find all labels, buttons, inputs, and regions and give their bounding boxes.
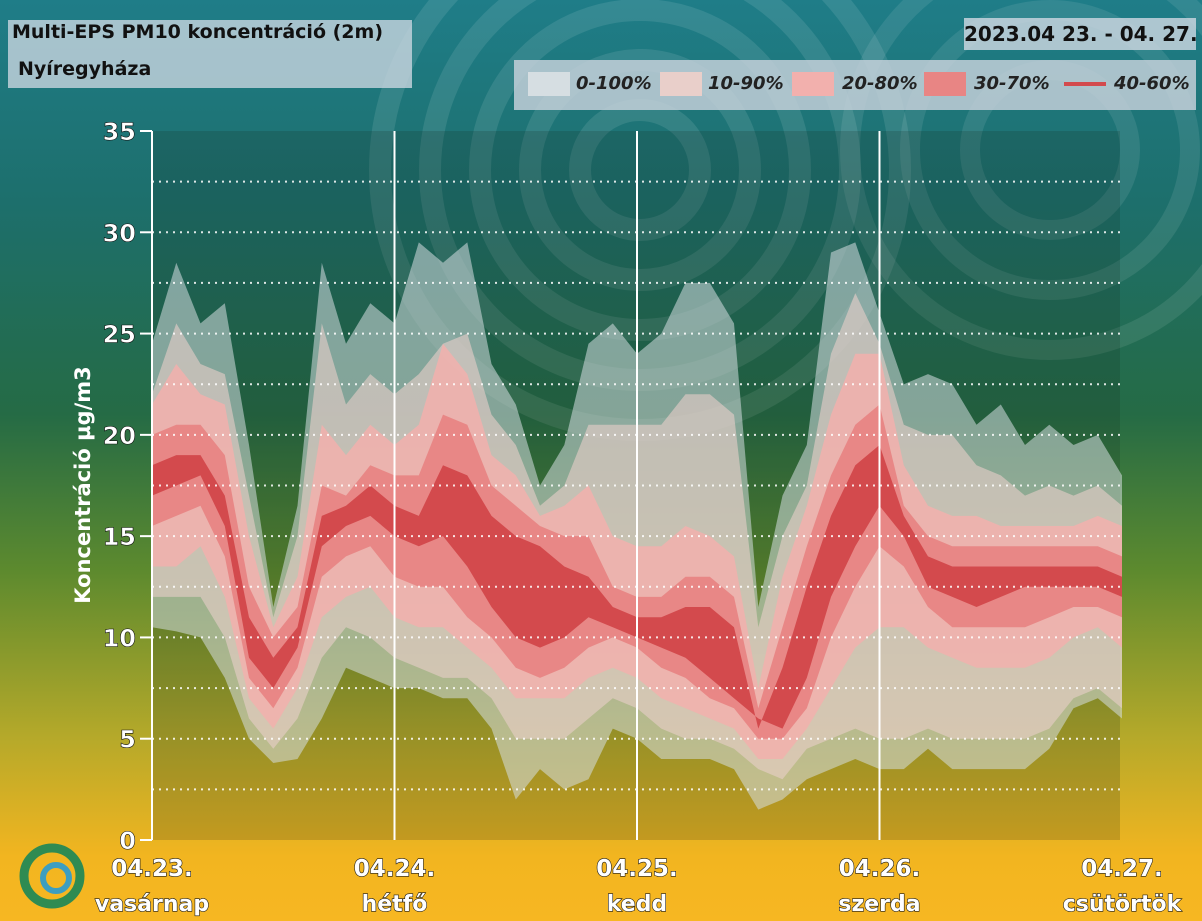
y-tick-label: 35: [103, 118, 136, 146]
chart-title: Multi-EPS PM10 koncentráció (2m): [12, 21, 384, 43]
legend-label: 10-90%: [708, 73, 784, 94]
x-tick-date: 04.27.: [1081, 856, 1163, 882]
y-tick-label: 25: [103, 321, 136, 349]
x-tick-day: hétfő: [362, 892, 428, 917]
x-tick-day: csütörtök: [1063, 892, 1183, 917]
legend-label: 0-100%: [576, 73, 652, 94]
swirl-ring: [469, 0, 811, 341]
logo-ring: [19, 843, 85, 909]
legend-swatch: [528, 72, 570, 96]
x-tick-day: vasárnap: [95, 892, 209, 917]
legend-swatch: [924, 72, 966, 96]
legend-swatch: [792, 72, 834, 96]
title-panel: [8, 20, 412, 88]
legend-label: 40-60%: [1114, 73, 1190, 94]
x-tick-day: szerda: [838, 892, 920, 917]
x-tick-day: kedd: [607, 892, 667, 917]
x-tick-date: 04.26.: [839, 856, 921, 882]
y-tick-label: 5: [119, 726, 136, 754]
location-label: Nyíregyháza: [18, 58, 152, 80]
legend-label: 30-70%: [974, 73, 1050, 94]
legend: 0-100% 10-90% 20-80% 30-70% 40-60%: [514, 60, 1196, 110]
x-tick-date: 04.23.: [111, 856, 193, 882]
swirl-ring: [840, 0, 1202, 360]
y-tick-label: 10: [103, 624, 136, 652]
swirl-ring: [569, 99, 711, 241]
x-tick-date: 04.24.: [354, 856, 436, 882]
swirl-ring: [900, 0, 1200, 300]
logo-inner-ring: [40, 862, 72, 894]
y-axis-label-group: Koncentráció µg/m3: [71, 366, 95, 604]
legend-swatch: [660, 72, 702, 96]
y-tick-label: 30: [103, 219, 136, 247]
grid-lines: [152, 131, 1120, 840]
met-service-logo: [19, 843, 85, 909]
x-tick-date: 04.25.: [596, 856, 678, 882]
y-tick-label: 0: [119, 827, 136, 855]
y-tick-label: 15: [103, 523, 136, 551]
legend-label: 20-80%: [842, 73, 918, 94]
legend-line: [1064, 82, 1106, 86]
y-axis-label: Koncentráció µg/m3: [71, 366, 95, 604]
y-tick-label: 20: [103, 422, 136, 450]
axes: 0 5 10 15 20 25 30 35 04.23. vasárnap 04.24. hétfő 0…: [94, 118, 1183, 918]
date-range-label: 2023.04 23. - 04. 27.: [964, 18, 1198, 50]
